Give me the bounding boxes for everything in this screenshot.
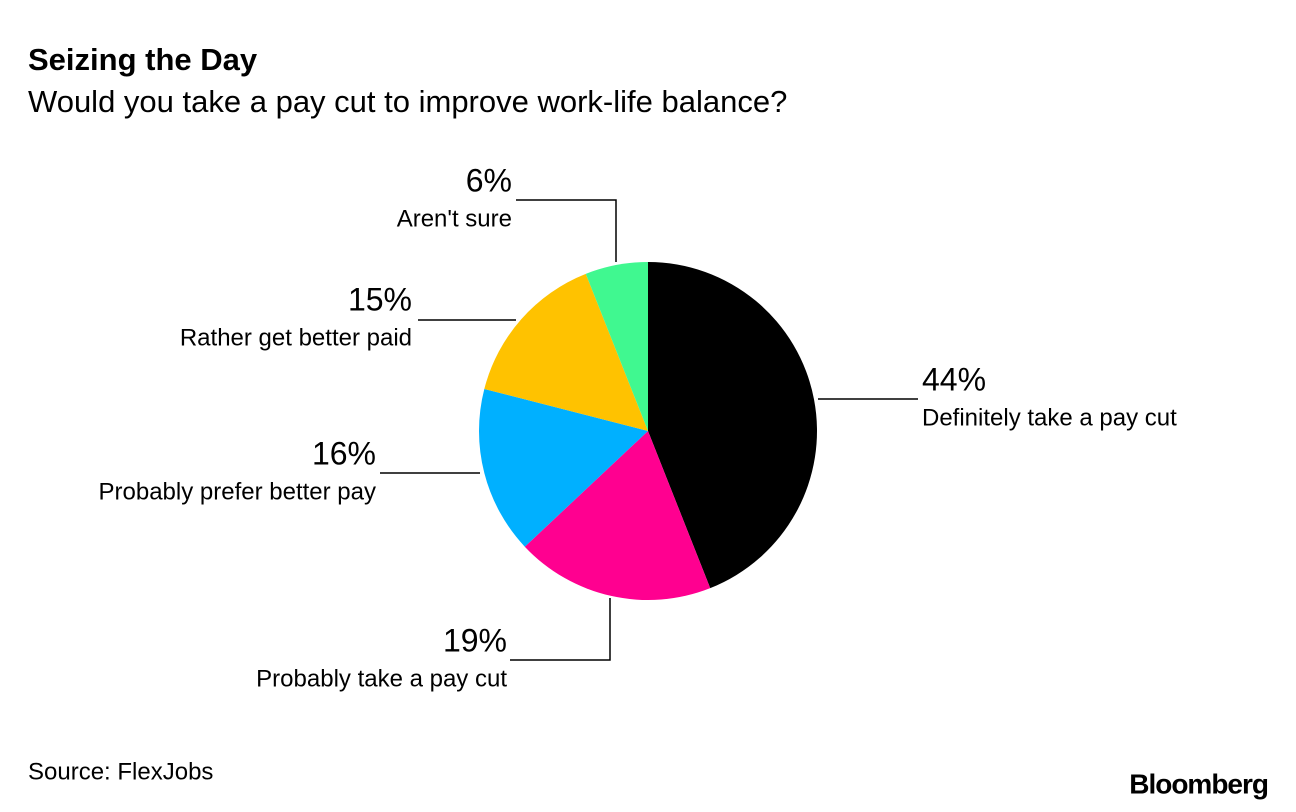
pie-slice (648, 262, 818, 589)
value-label: 44% (922, 361, 986, 397)
slice-label: Aren't sure (397, 205, 512, 232)
chart-subtitle: Would you take a pay cut to improve work… (28, 84, 787, 119)
value-label: 15% (348, 281, 412, 317)
leader-line (516, 199, 617, 262)
slice-label: Probably prefer better pay (99, 478, 377, 505)
brand: Bloomberg (1129, 768, 1268, 799)
slice-label: Definitely take a pay cut (922, 404, 1177, 431)
chart-title: Seizing the Day (28, 42, 258, 77)
slice-label: Rather get better paid (180, 324, 412, 351)
pie-slice (484, 273, 648, 431)
value-label: 6% (466, 162, 512, 198)
slice-label: Probably take a pay cut (256, 665, 507, 692)
pie-slice (524, 431, 711, 601)
pie-slice (479, 388, 648, 547)
value-label: 19% (443, 622, 507, 658)
value-label: 16% (312, 435, 376, 471)
pie-slice (585, 262, 648, 431)
leader-line (510, 598, 611, 661)
source: Source: FlexJobs (28, 758, 213, 785)
